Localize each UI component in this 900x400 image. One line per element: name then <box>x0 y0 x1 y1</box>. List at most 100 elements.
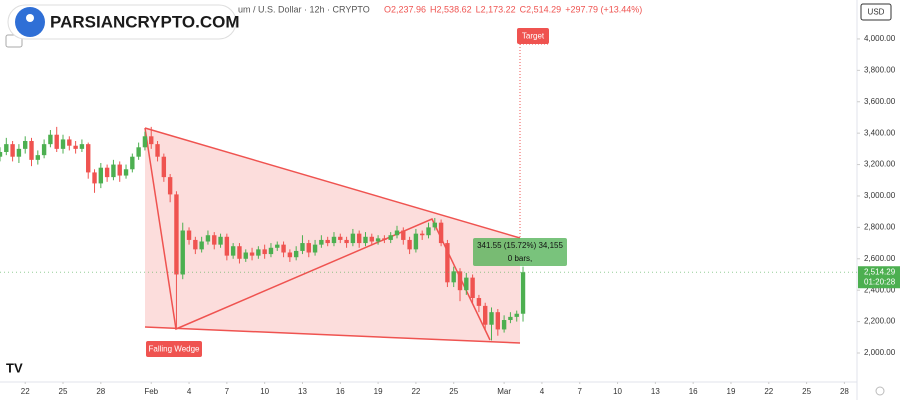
candle-body <box>161 156 167 178</box>
x-tick-label: 16 <box>336 387 345 396</box>
candle-body <box>287 252 293 258</box>
candle-body <box>79 144 85 149</box>
measure-label: 341.55 (15.72%) 34,155 <box>477 241 563 250</box>
y-tick-label: 3,200.00 <box>864 160 896 169</box>
candle-body <box>180 230 185 275</box>
candle-body <box>35 155 41 160</box>
candle-body <box>300 243 305 251</box>
candle-body <box>508 316 513 321</box>
candle-body <box>483 305 488 325</box>
candle-body <box>382 238 387 240</box>
x-tick-label: 16 <box>689 387 698 396</box>
candle-body <box>520 272 526 314</box>
last-price-label: 2,514.29 <box>864 267 896 276</box>
candle-body <box>350 233 356 244</box>
countdown-label: 01:20:28 <box>864 277 896 286</box>
candle-body <box>445 243 450 283</box>
target-box <box>517 28 549 44</box>
candle-body <box>243 252 248 259</box>
candle-body <box>325 239 330 244</box>
candle-body <box>29 141 34 160</box>
candle-body <box>218 236 223 245</box>
currency-button[interactable] <box>860 3 892 21</box>
candle-body <box>92 172 97 184</box>
candle-body <box>281 244 286 253</box>
candle-body <box>413 233 419 250</box>
y-tick-label: 2,400.00 <box>864 285 896 294</box>
x-tick-label: 13 <box>651 387 660 396</box>
x-tick-label: 7 <box>578 387 583 396</box>
candle-body <box>426 227 431 236</box>
candle-body <box>123 169 129 176</box>
candle-body <box>249 252 255 256</box>
x-tick-label: 22 <box>764 387 773 396</box>
x-tick-label: 25 <box>449 387 458 396</box>
pattern-box <box>146 341 202 357</box>
pattern-label: Falling Wedge <box>149 345 201 354</box>
watermark-logo-dot <box>26 14 34 22</box>
tv-logo: TV <box>6 360 23 375</box>
candle-body <box>117 164 122 176</box>
candle-body <box>275 244 280 248</box>
candle-body <box>363 236 368 244</box>
candle-body <box>331 236 337 244</box>
target-label: Target <box>522 32 545 41</box>
candle-body <box>495 312 501 330</box>
y-tick-label: 4,000.00 <box>864 34 896 43</box>
candle-body <box>0 152 3 157</box>
candle-body <box>476 298 482 306</box>
y-tick-label: 2,200.00 <box>864 317 896 326</box>
measure-box <box>473 238 567 266</box>
y-tick-label: 3,400.00 <box>864 128 896 137</box>
candle-body <box>54 134 59 149</box>
x-tick-label: 22 <box>21 387 30 396</box>
candle-body <box>130 156 135 170</box>
ohlc-value: L2,173.22 <box>476 4 516 14</box>
x-tick-label: Mar <box>497 387 511 396</box>
candle-body <box>501 320 507 330</box>
ohlc-value: C2,514.29 <box>520 4 562 14</box>
candle-body <box>312 244 318 253</box>
candle-body <box>256 249 261 256</box>
candle-body <box>388 235 393 240</box>
candle-body <box>98 167 104 184</box>
candle-body <box>4 144 9 152</box>
candle-body <box>86 144 91 173</box>
candle-body <box>41 144 47 156</box>
candle-body <box>224 236 230 256</box>
candle-body <box>111 164 116 178</box>
candle-body <box>464 277 469 291</box>
candle-body <box>419 233 425 236</box>
ohlc: O2,237.96 H2,538.62 L2,173.22 C2,514.29 +297… <box>384 4 642 14</box>
x-tick-label: 25 <box>59 387 68 396</box>
candle-body <box>369 236 374 242</box>
x-tick-label: 7 <box>225 387 230 396</box>
currency-label[interactable]: USD <box>868 8 885 17</box>
x-tick-label: 13 <box>298 387 307 396</box>
candle-body <box>10 144 15 157</box>
candle-body <box>155 144 160 157</box>
candle-body <box>451 271 456 283</box>
candle-body <box>293 250 299 258</box>
candle-body <box>514 313 519 317</box>
watermark-text: PARSIANCRYPTO.COM <box>50 12 240 31</box>
candle-body <box>186 230 192 240</box>
candle-body <box>306 243 311 253</box>
candle-body <box>394 230 400 236</box>
x-tick-label: 19 <box>727 387 736 396</box>
candle-body <box>489 312 494 325</box>
candle-body <box>438 222 444 244</box>
settings-icon[interactable] <box>875 386 885 396</box>
x-tick-label: 4 <box>540 387 545 396</box>
ohlc-value: H2,538.62 <box>430 4 472 14</box>
candle-body <box>73 145 78 149</box>
candles <box>0 126 526 341</box>
candle-body <box>48 134 53 145</box>
candle-body <box>319 239 324 245</box>
x-tick-label: 19 <box>374 387 383 396</box>
candle-body <box>67 139 72 146</box>
candle-body <box>60 139 66 149</box>
